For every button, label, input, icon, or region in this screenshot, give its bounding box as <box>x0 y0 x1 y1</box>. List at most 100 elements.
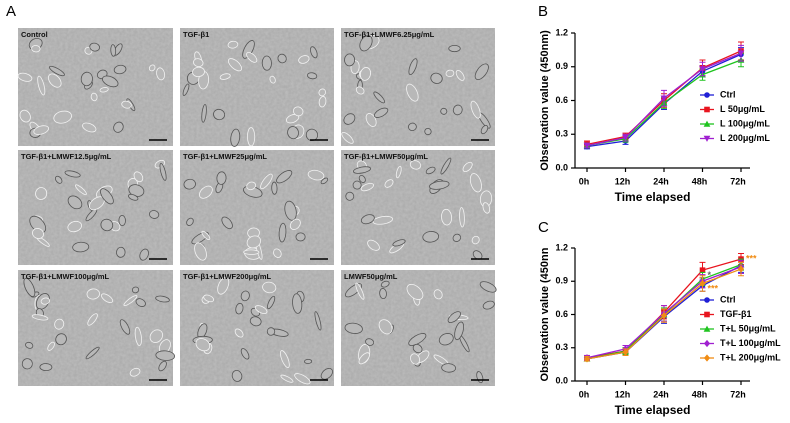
cell <box>261 55 272 71</box>
cell <box>49 65 65 77</box>
cell <box>102 75 119 88</box>
cell <box>87 313 98 326</box>
cell <box>479 281 497 293</box>
cell <box>373 107 389 118</box>
cell <box>72 241 90 253</box>
y-tick-label: 0.0 <box>555 375 568 385</box>
cell <box>469 173 482 193</box>
cell <box>159 162 167 181</box>
cell <box>292 293 303 314</box>
micrograph: TGF-β1 <box>180 28 334 147</box>
cell <box>149 210 160 219</box>
cell <box>85 346 100 360</box>
cell <box>380 280 390 288</box>
data-point <box>737 50 745 57</box>
cell <box>113 121 124 133</box>
cell <box>182 83 190 96</box>
x-tick-label: 48h <box>692 176 708 186</box>
cell <box>35 187 48 200</box>
cell <box>64 170 81 178</box>
cell <box>373 91 385 104</box>
legend-marker <box>704 92 710 98</box>
data-point <box>622 134 629 141</box>
cell <box>412 343 423 354</box>
cell <box>119 319 131 335</box>
micrograph-label: Control <box>21 30 48 39</box>
cell <box>406 83 419 102</box>
legend-marker <box>703 325 711 332</box>
cell <box>116 246 126 258</box>
x-tick-label: 24h <box>653 389 669 399</box>
cell <box>217 277 230 295</box>
x-axis-label: Time elapsed <box>615 190 691 204</box>
cell <box>199 185 213 199</box>
cell <box>135 298 146 307</box>
cell <box>408 58 418 76</box>
cell <box>89 42 100 52</box>
micrograph: TGF-β1+LMWF6.25μg/mL <box>341 28 495 146</box>
cell <box>276 170 293 184</box>
cell <box>216 171 227 185</box>
cell <box>395 165 402 179</box>
legend-label: L 100μg/mL <box>720 118 770 128</box>
x-tick-label: 0h <box>579 389 590 399</box>
cell <box>110 44 117 57</box>
cell <box>31 314 49 321</box>
x-tick-label: 12h <box>615 389 631 399</box>
cell <box>367 239 380 251</box>
cell <box>113 64 127 75</box>
cell <box>74 184 87 196</box>
cell <box>365 338 375 346</box>
cell <box>54 318 65 330</box>
cell <box>246 181 257 191</box>
cell <box>294 373 311 385</box>
y-axis-label: Observation value (450nn <box>539 247 551 381</box>
cell <box>318 96 327 108</box>
cell <box>67 195 83 210</box>
cell <box>29 215 47 234</box>
data-point <box>660 311 668 320</box>
legend-label: T+L 100μg/mL <box>720 338 781 348</box>
legend-label: TGF-β1 <box>720 309 752 319</box>
cell <box>292 106 304 117</box>
cell <box>266 327 276 336</box>
legend-label: T+L 200μg/mL <box>720 352 781 362</box>
data-point <box>699 279 706 288</box>
legend-label: T+L 50μg/mL <box>720 323 776 333</box>
micrograph: TGF-β1+LMWF25μg/mL <box>180 150 334 265</box>
cell <box>100 218 114 232</box>
micrograph-label: TGF-β1 <box>183 30 209 39</box>
cell <box>430 72 443 84</box>
cell <box>32 228 45 239</box>
cell <box>240 290 250 302</box>
cell <box>155 295 170 303</box>
cell <box>186 217 194 226</box>
cell <box>139 248 149 261</box>
cell <box>307 72 318 80</box>
cell <box>482 202 491 214</box>
cell <box>47 341 55 351</box>
cell <box>448 44 461 53</box>
cell <box>273 248 282 258</box>
cell <box>201 230 211 241</box>
cell <box>101 293 114 304</box>
cell <box>195 338 211 352</box>
legend-marker <box>703 120 711 127</box>
y-tick-label: 0.3 <box>555 342 568 352</box>
y-tick-label: 0.6 <box>555 309 568 319</box>
data-point <box>699 267 706 273</box>
cell <box>227 58 243 72</box>
cell <box>269 75 276 84</box>
cell <box>267 295 276 310</box>
y-tick-label: 0.0 <box>555 162 568 172</box>
cell <box>99 87 109 93</box>
cell <box>158 360 167 372</box>
cell <box>320 368 333 380</box>
cell <box>201 104 207 123</box>
micrograph-label: TGF-β1+LMWF50μg/mL <box>344 152 428 161</box>
x-tick-label: 0h <box>579 176 590 186</box>
cell <box>254 305 268 314</box>
cell <box>424 127 432 136</box>
legend-marker <box>703 339 711 348</box>
